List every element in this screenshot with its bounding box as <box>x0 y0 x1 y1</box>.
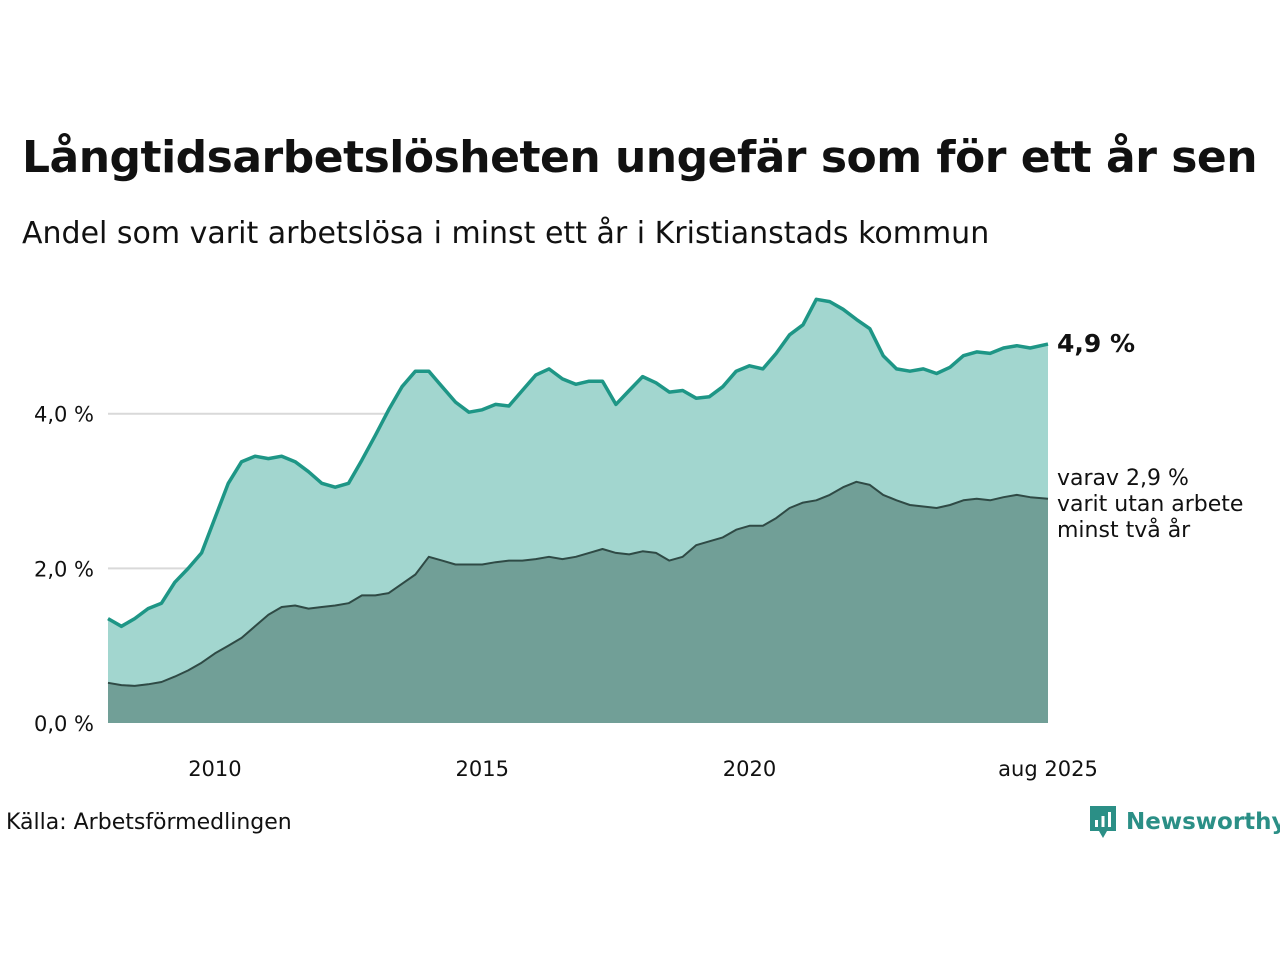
x-axis-ticks: 2010 2015 2020 aug 2025 <box>188 757 1098 781</box>
y-tick-label: 2,0 % <box>34 557 94 581</box>
long-term-label-line: varit utan arbete <box>1057 492 1243 517</box>
series-area-long <box>108 481 1048 723</box>
x-tick-label: 2020 <box>723 757 776 781</box>
newsworthy-logo-icon <box>1090 806 1116 838</box>
chart-subtitle: Andel som varit arbetslösa i minst ett å… <box>22 216 990 251</box>
brand-logo[interactable]: Newsworthy <box>1088 804 1280 840</box>
x-tick-label: 2015 <box>455 757 508 781</box>
chart-title: Långtidsarbetslösheten ungefär som för e… <box>22 132 1258 183</box>
series-line-total <box>107 297 1049 629</box>
y-tick-label: 4,0 % <box>34 403 94 427</box>
long-term-label-line: varav 2,9 % <box>1057 466 1189 491</box>
x-tick-label: 2010 <box>188 757 241 781</box>
y-tick-label: 0,0 % <box>34 712 94 736</box>
y-axis-ticks: 0,0 % 2,0 % 4,0 % <box>34 403 94 736</box>
long-term-label-line: minst två år <box>1057 517 1191 543</box>
source-credit: Källa: Arbetsförmedlingen <box>6 810 292 835</box>
series-line-long <box>107 480 1049 687</box>
x-tick-label: aug 2025 <box>998 757 1098 781</box>
series-areas <box>107 297 1049 723</box>
brand-name: Newsworthy <box>1126 809 1280 835</box>
total-value-label: 4,9 % <box>1057 329 1135 358</box>
